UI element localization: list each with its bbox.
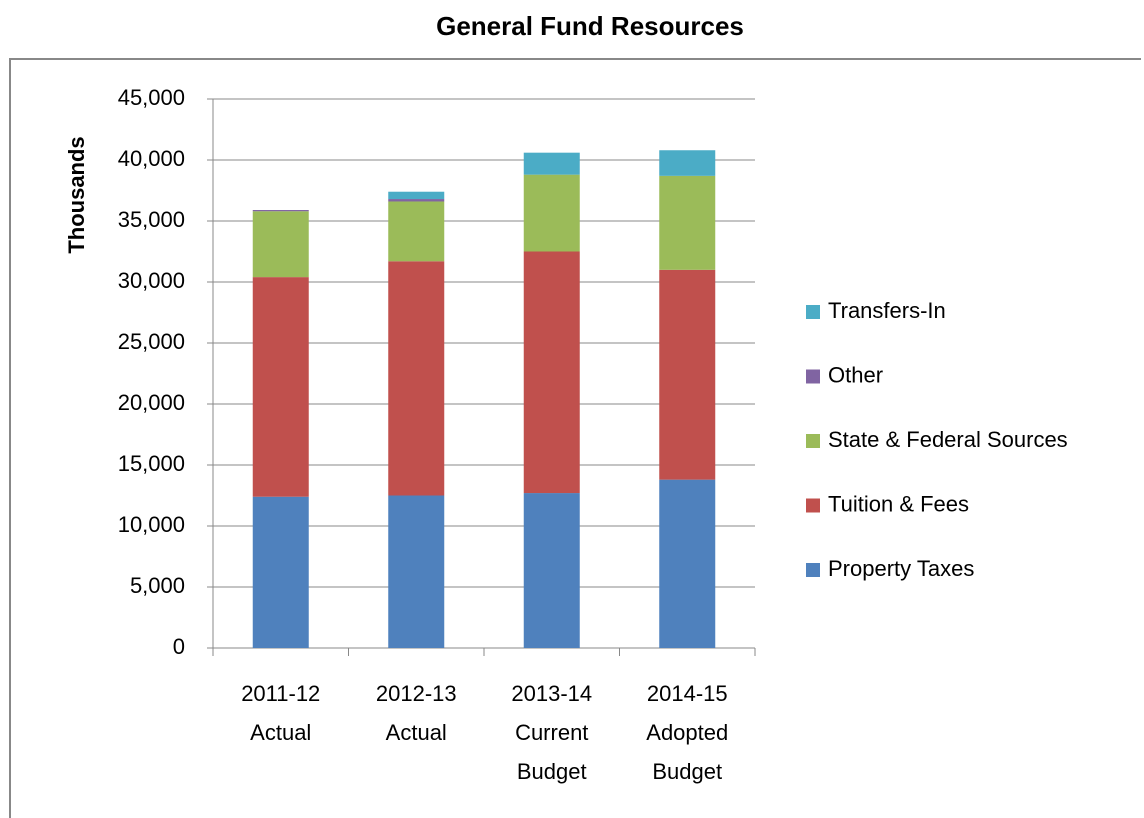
x-tick-label: 2011-12	[241, 681, 320, 706]
y-tick-label: 30,000	[118, 268, 185, 293]
y-tick-label: 40,000	[118, 146, 185, 171]
bar-segment	[659, 269, 716, 480]
x-tick-label: Actual	[386, 720, 447, 745]
legend-label: Other	[828, 362, 883, 387]
legend-swatch	[806, 563, 820, 577]
x-tick-label: Adopted	[646, 720, 728, 745]
bar-segment	[388, 201, 445, 262]
bar-segment	[523, 251, 580, 494]
y-tick-label: 10,000	[118, 512, 185, 537]
bar-segment	[252, 210, 309, 212]
chart-frame	[9, 58, 1141, 818]
legend-label: Property Taxes	[828, 556, 974, 581]
x-tick-label: Budget	[517, 759, 587, 784]
legend-swatch	[806, 498, 820, 513]
chart-title: General Fund Resources	[436, 11, 744, 41]
x-tick-label: 2014-15	[647, 681, 728, 706]
bar-segment	[388, 495, 445, 648]
bar-segment	[252, 277, 309, 497]
x-tick-label: Current	[515, 720, 588, 745]
legend-swatch	[806, 434, 820, 448]
legend-swatch	[806, 369, 820, 384]
bar-segment	[388, 199, 445, 202]
legend-swatch	[806, 305, 820, 319]
bar-segment	[388, 191, 445, 200]
y-tick-label: 5,000	[130, 573, 185, 598]
bar-segment	[523, 152, 580, 175]
y-tick-label: 0	[173, 634, 185, 659]
y-tick-label: 45,000	[118, 85, 185, 110]
bar-segment	[523, 493, 580, 648]
y-tick-label: 25,000	[118, 329, 185, 354]
x-tick-label: 2013-14	[511, 681, 592, 706]
x-tick-label: 2012-13	[376, 681, 457, 706]
legend-label: State & Federal Sources	[828, 427, 1068, 452]
bar-segment	[252, 211, 309, 278]
bar-segment	[252, 496, 309, 648]
bar-segment	[659, 150, 716, 176]
legend-label: Transfers-In	[828, 298, 946, 323]
y-tick-label: 35,000	[118, 207, 185, 232]
y-tick-label: 20,000	[118, 390, 185, 415]
legend-label: Tuition & Fees	[828, 491, 969, 516]
x-tick-label: Actual	[250, 720, 311, 745]
y-tick-label: 15,000	[118, 451, 185, 476]
y-axis-label: Thousands	[64, 136, 89, 253]
bar-segment	[659, 175, 716, 270]
bar-segment	[659, 479, 716, 648]
bar-segment	[523, 174, 580, 252]
bar-segment	[388, 261, 445, 496]
x-tick-label: Budget	[652, 759, 722, 784]
